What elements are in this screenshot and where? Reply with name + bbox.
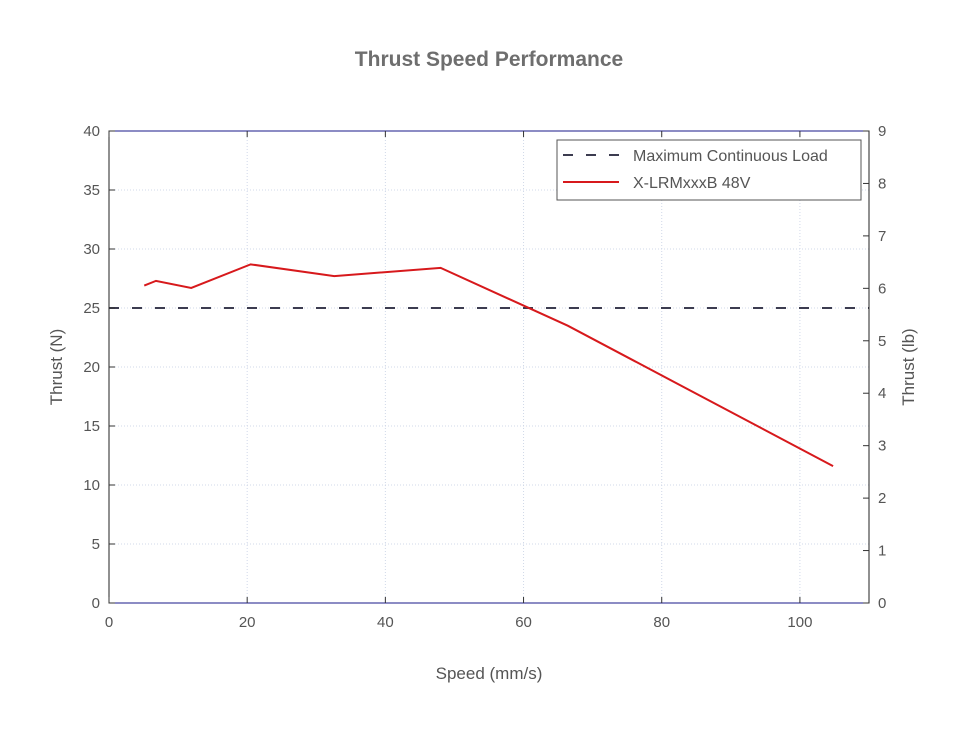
legend-box	[556, 139, 862, 201]
y-tick-label: 25	[83, 300, 100, 317]
y-right-tick-label: 7	[878, 228, 886, 245]
y-axis-right-label: Thrust (lb)	[899, 328, 918, 405]
legend-label-max-load: Maximum Continuous Load	[633, 148, 828, 165]
x-tick-label: 80	[653, 614, 670, 631]
y-right-tick-label: 1	[878, 543, 886, 560]
series-line-1	[143, 263, 834, 468]
y-tick-label: 5	[92, 536, 100, 553]
x-tick-label: 0	[105, 614, 113, 631]
y-right-tick-label: 9	[878, 123, 886, 140]
y-right-tick-label: 8	[878, 175, 886, 192]
ticks-layer: 0 20 40 60 80 100 0 5 10 15 20 25 30 35 40 0 1 2 3 4 5 6 7 8 9	[83, 123, 886, 631]
y-tick-label: 35	[83, 182, 100, 199]
y-right-tick-label: 6	[878, 280, 886, 297]
y-tick-label: 0	[92, 595, 100, 612]
x-axis-label: Speed (mm/s)	[436, 664, 543, 683]
y-tick-label: 30	[83, 241, 100, 258]
y-tick-label: 40	[83, 123, 100, 140]
legend-label-x-lrm: X-LRMxxxB 48V	[633, 175, 751, 192]
chart-title: Thrust Speed Performance	[355, 48, 623, 71]
y-right-tick-label: 4	[878, 385, 886, 402]
grid	[108, 130, 869, 604]
x-tick-label: 20	[239, 614, 256, 631]
y-right-tick-label: 2	[878, 490, 886, 507]
y-tick-label: 20	[83, 359, 100, 376]
y-right-tick-label: 5	[878, 333, 886, 350]
x-tick-label: 60	[515, 614, 532, 631]
x-tick-label: 100	[787, 614, 812, 631]
y-right-tick-label: 0	[878, 595, 886, 612]
x-tick-label: 40	[377, 614, 394, 631]
series-layer	[109, 263, 869, 468]
y-tick-label: 15	[83, 418, 100, 435]
y-tick-label: 10	[83, 477, 100, 494]
y-axis-label: Thrust (N)	[47, 329, 66, 406]
legend: Maximum Continuous Load X-LRMxxxB 48V	[556, 139, 862, 201]
y-right-tick-label: 3	[878, 438, 886, 455]
